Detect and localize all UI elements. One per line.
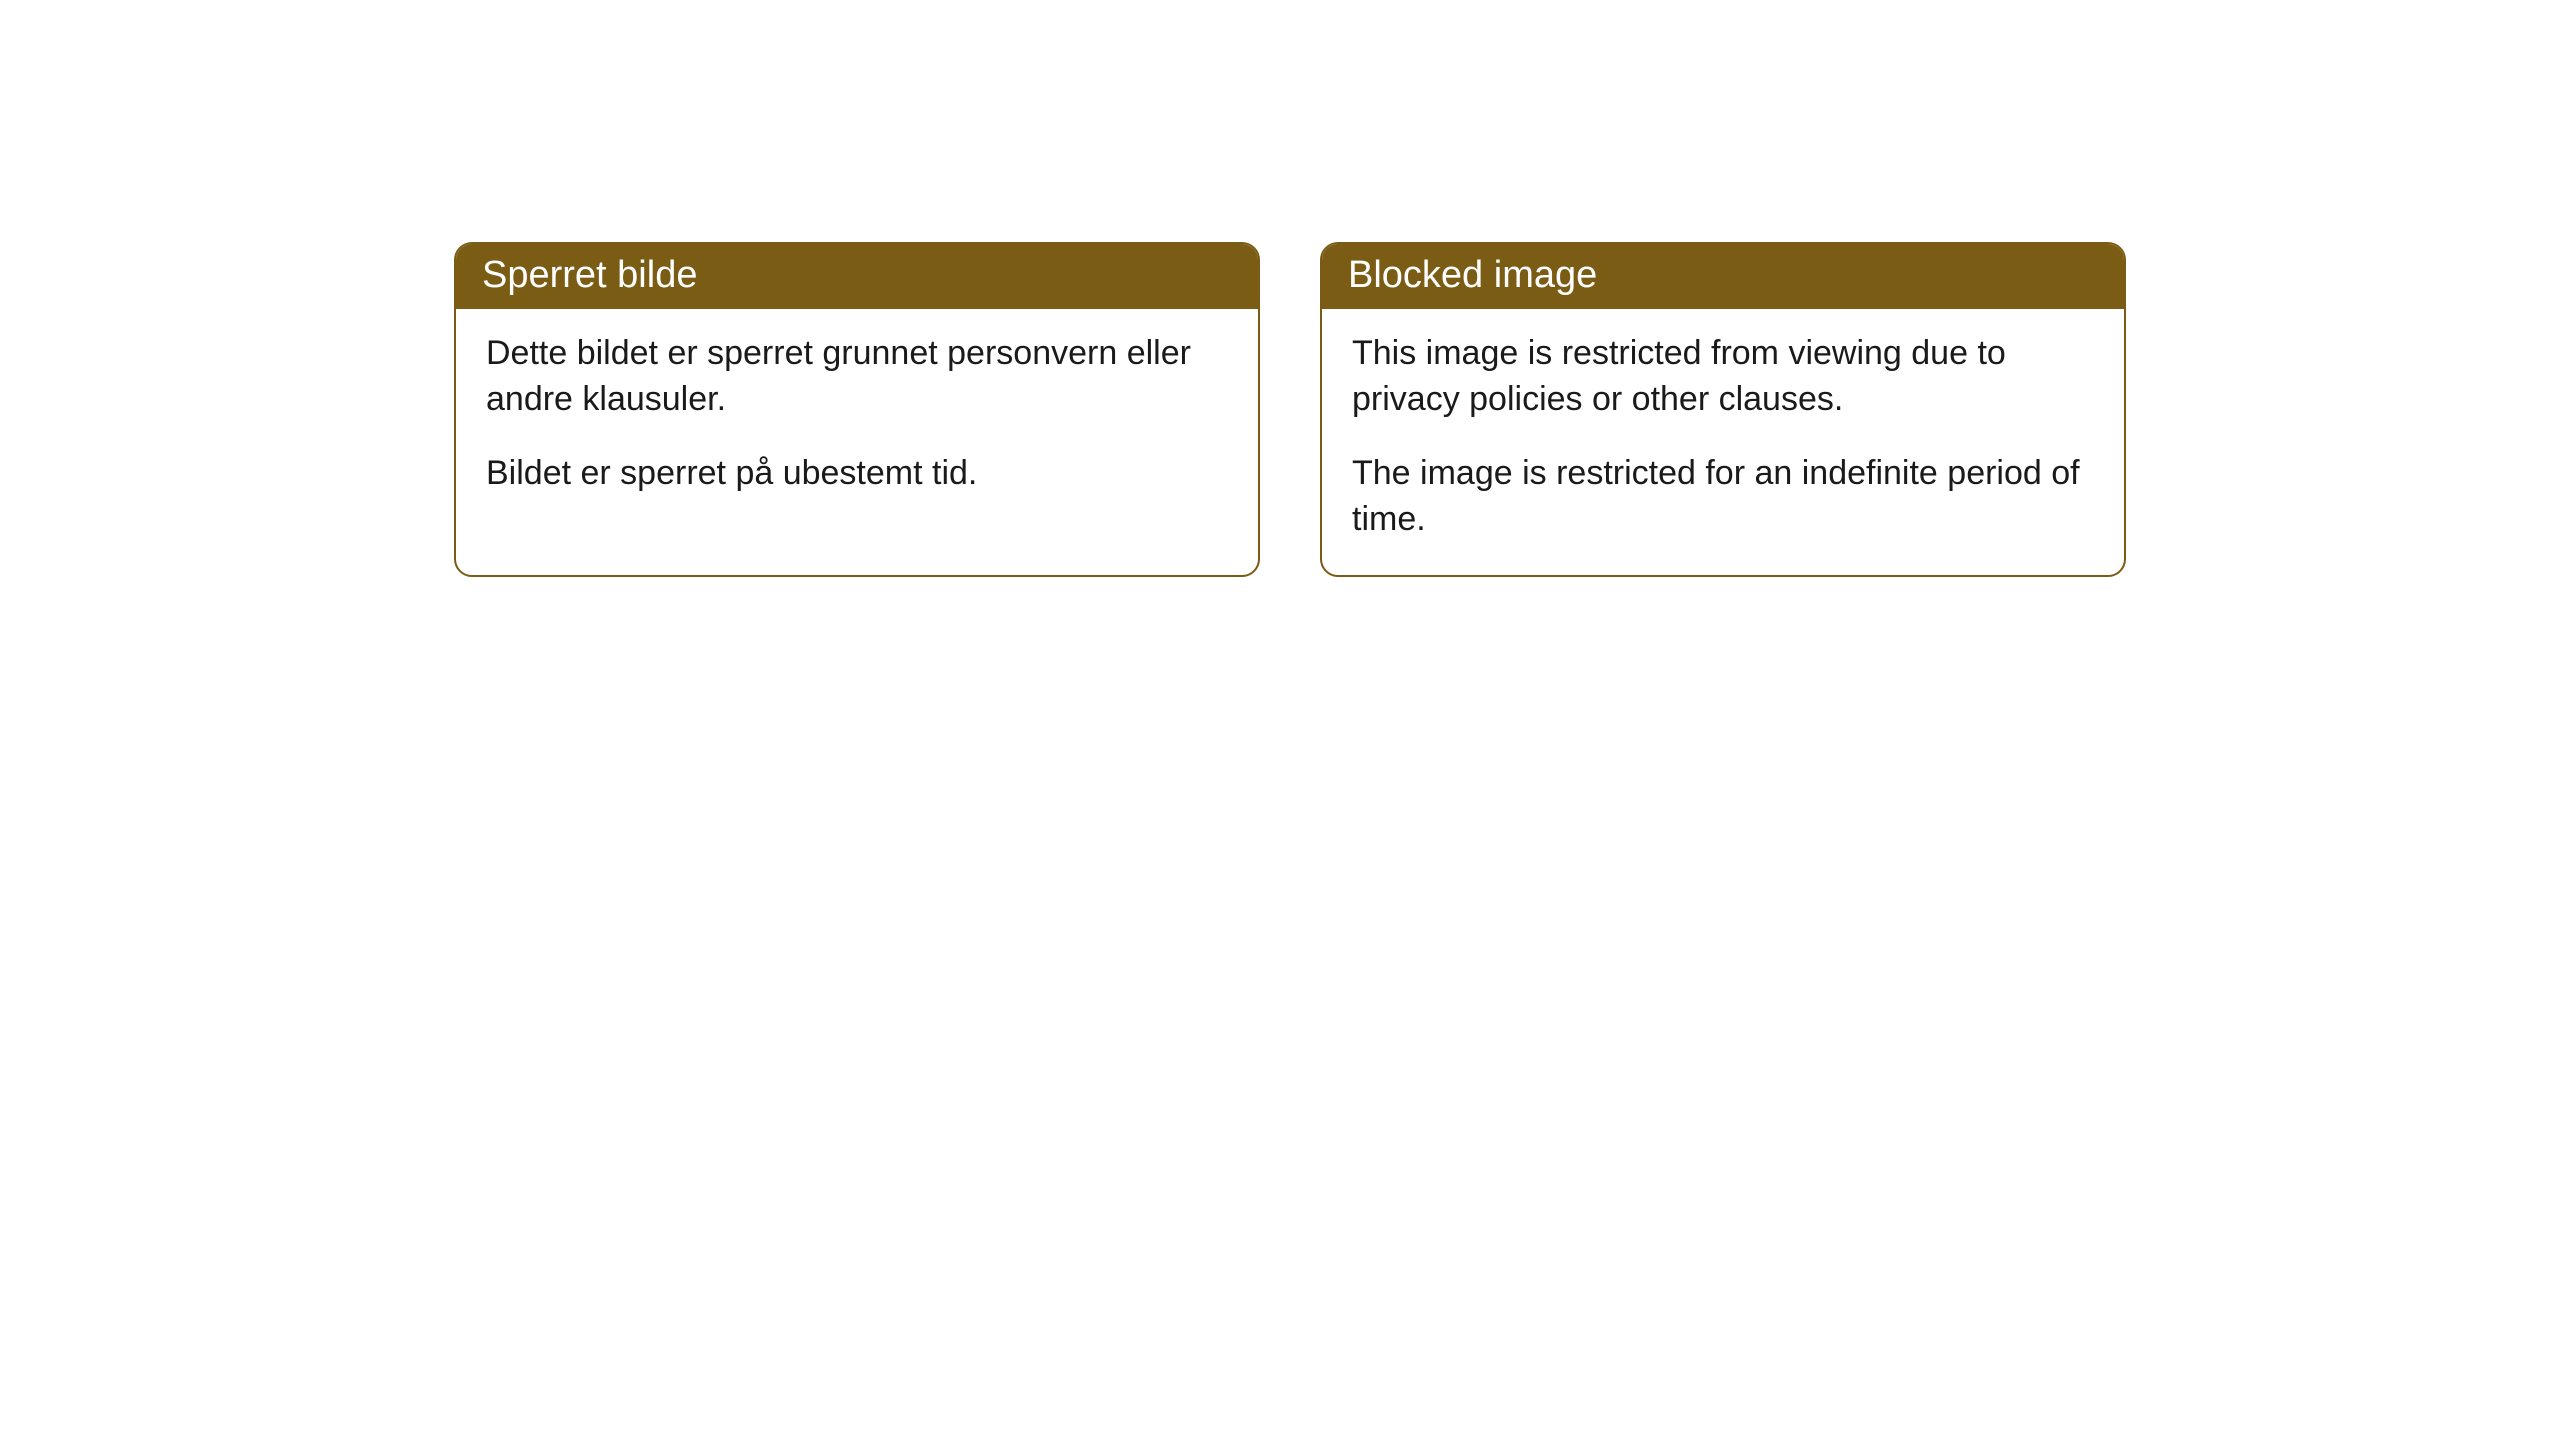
card-body: This image is restricted from viewing du… xyxy=(1322,309,2124,575)
card-header: Blocked image xyxy=(1322,244,2124,309)
blocked-image-card-en: Blocked image This image is restricted f… xyxy=(1320,242,2126,577)
card-header: Sperret bilde xyxy=(456,244,1258,309)
notice-cards-container: Sperret bilde Dette bildet er sperret gr… xyxy=(0,0,2560,577)
card-paragraph: The image is restricted for an indefinit… xyxy=(1352,451,2094,543)
card-body: Dette bildet er sperret grunnet personve… xyxy=(456,309,1258,529)
card-paragraph: This image is restricted from viewing du… xyxy=(1352,331,2094,423)
card-paragraph: Dette bildet er sperret grunnet personve… xyxy=(486,331,1228,423)
blocked-image-card-no: Sperret bilde Dette bildet er sperret gr… xyxy=(454,242,1260,577)
card-paragraph: Bildet er sperret på ubestemt tid. xyxy=(486,451,1228,497)
